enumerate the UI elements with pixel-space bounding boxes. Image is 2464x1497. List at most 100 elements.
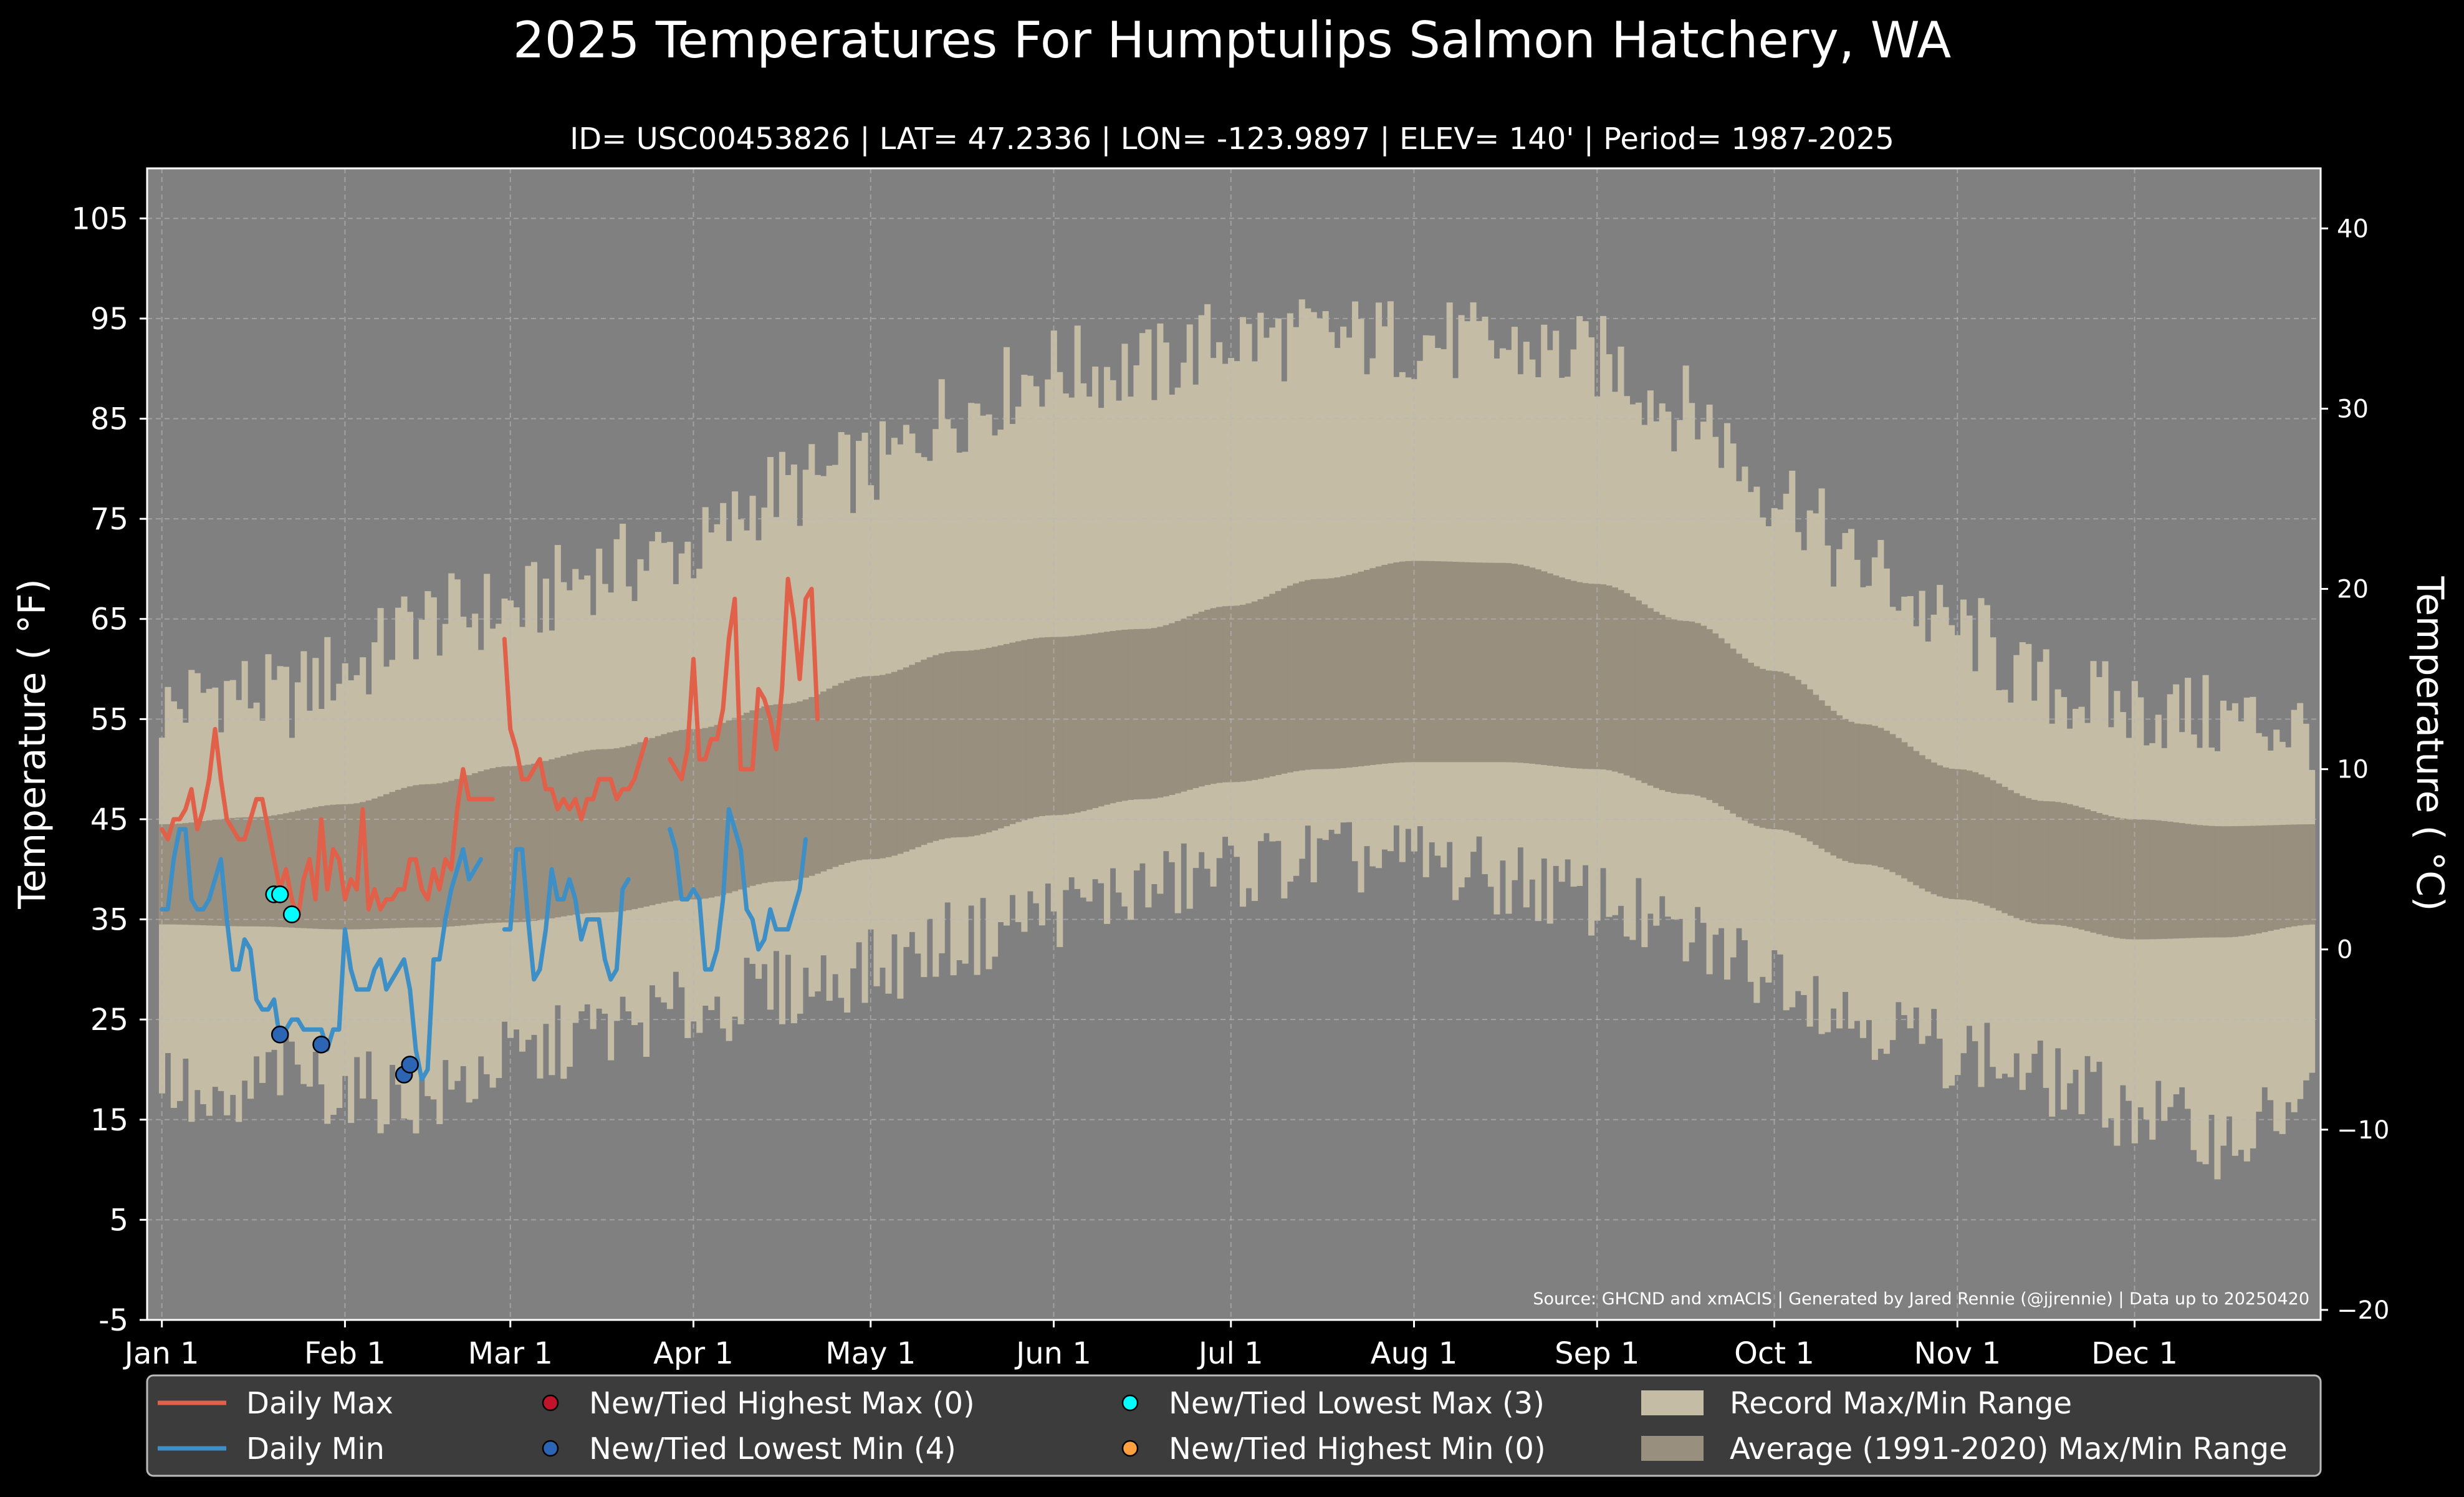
normal-range-bar (779, 704, 785, 882)
normal-range-bar (330, 804, 337, 930)
normal-range-bar (1139, 628, 1146, 799)
normal-range-bar (2261, 825, 2268, 933)
normal-range-bar (401, 787, 408, 928)
normal-range-bar (1783, 673, 1790, 831)
normal-range-bar (755, 708, 762, 885)
normal-range-bar (2143, 819, 2150, 940)
y-tick-label-right: −20 (2337, 1296, 2389, 1325)
normal-range-bar (1062, 637, 1069, 815)
legend-label-daily-min: Daily Min (246, 1432, 385, 1466)
y-axis-label-right: Temperature ( °C) (2408, 576, 2452, 912)
normal-range-bar (1115, 630, 1123, 802)
record-range-bar (1275, 318, 1282, 841)
chart-title: 2025 Temperatures For Humptulips Salmon … (512, 11, 1952, 69)
normal-range-bar (2096, 812, 2103, 935)
normal-range-bar (484, 769, 491, 923)
x-tick-label: Dec 1 (2091, 1336, 2178, 1371)
normal-range-bar (572, 753, 579, 915)
normal-range-bar (1015, 641, 1022, 822)
record-range-bar (1181, 362, 1187, 844)
normal-range-bar (2025, 798, 2032, 922)
normal-range-bar (956, 651, 963, 837)
x-tick-label: Apr 1 (653, 1336, 734, 1371)
normal-range-bar (1092, 633, 1099, 809)
normal-range-bar (1287, 585, 1293, 773)
normal-range-bar (1523, 566, 1530, 764)
normal-range-bar (2126, 819, 2132, 940)
normal-range-bar (1192, 614, 1199, 788)
record-range-bar (1027, 375, 1033, 892)
normal-range-bar (2137, 819, 2144, 940)
normal-range-bar (289, 812, 295, 928)
normal-range-bar (1723, 643, 1731, 810)
normal-range-bar (1859, 724, 1866, 865)
normal-range-bar (2232, 826, 2238, 937)
normal-range-bar (2107, 816, 2114, 937)
normal-range-bar (1848, 721, 1855, 863)
normal-range-bar (348, 804, 355, 930)
normal-range-bar (1239, 604, 1247, 782)
normal-range-bar (767, 705, 774, 882)
legend-swatch-new-tied-highest-max-0 (542, 1394, 559, 1412)
y-tick-label-right: 30 (2337, 395, 2369, 423)
normal-range-bar (1452, 562, 1459, 763)
normal-range-bar (1157, 627, 1164, 798)
y-axis-right: −20 −10 0 10 20 30 40 (2321, 214, 2389, 1325)
normal-range-bar (489, 768, 496, 923)
normal-range-bar (1588, 584, 1595, 769)
normal-range-bar (838, 683, 845, 865)
normal-range-bar (206, 820, 213, 926)
normal-range-bar (773, 704, 780, 882)
normal-range-bar (200, 821, 207, 926)
normal-range-bar (2309, 824, 2316, 925)
normal-range-bar (1960, 769, 1967, 900)
record-markers (265, 885, 419, 1084)
normal-range-bar (909, 665, 916, 850)
normal-range-bar (879, 675, 886, 859)
record-range-bar (2190, 734, 2197, 1150)
normal-range-bar (1151, 628, 1158, 799)
normal-range-bar (613, 748, 620, 912)
y-tick-label-left: 85 (90, 402, 128, 437)
normal-range-bar (2291, 824, 2298, 927)
normal-range-bar (702, 728, 709, 899)
legend-swatch-record-max-min-range (1641, 1390, 1704, 1415)
normal-range-bar (1127, 629, 1134, 800)
record-range-bar (1139, 333, 1146, 864)
normal-range-bar (496, 767, 502, 923)
normal-range-bar (406, 786, 413, 928)
normal-range-bar (950, 651, 957, 838)
normal-range-bar (1753, 666, 1760, 826)
plot-frame (146, 167, 2322, 1321)
normal-range-bar (1990, 780, 1997, 908)
normal-range-bar (2179, 823, 2185, 938)
normal-range-bar (1818, 700, 1825, 849)
normal-range-bar (749, 710, 756, 886)
normal-range-bar (938, 653, 945, 840)
normal-range-bar (1599, 584, 1607, 770)
normal-range-bar (2019, 796, 2026, 920)
normal-range-bar (1712, 633, 1719, 803)
normal-range-bar (1813, 695, 1819, 845)
normal-range-bar (1305, 580, 1311, 770)
normal-range-bar (1901, 742, 1908, 878)
normal-range-bar (2279, 824, 2286, 929)
normal-range-bar (2102, 814, 2109, 936)
normal-range-bar (1983, 777, 1990, 906)
normal-range-bar (708, 726, 715, 898)
record-range-bar (1305, 308, 1311, 826)
normal-range-bar (560, 756, 567, 917)
record-range-bar (2279, 741, 2286, 1134)
normal-range-bar (820, 691, 827, 872)
normal-range-bar (1222, 606, 1229, 782)
daily-series (160, 577, 820, 1082)
x-tick-label: Nov 1 (1914, 1336, 2001, 1371)
legend-label-new-tied-highest-max-0: New/Tied Highest Max (0) (589, 1386, 975, 1421)
normal-range-bar (277, 814, 284, 927)
normal-range-bar (696, 728, 703, 900)
normal-range-bar (649, 738, 656, 905)
normal-range-bar (1866, 724, 1872, 865)
legend-label-record-max-min-range: Record Max/Min Range (1730, 1386, 2072, 1421)
normal-range-bar (897, 670, 904, 854)
normal-range-bar (1689, 621, 1695, 795)
